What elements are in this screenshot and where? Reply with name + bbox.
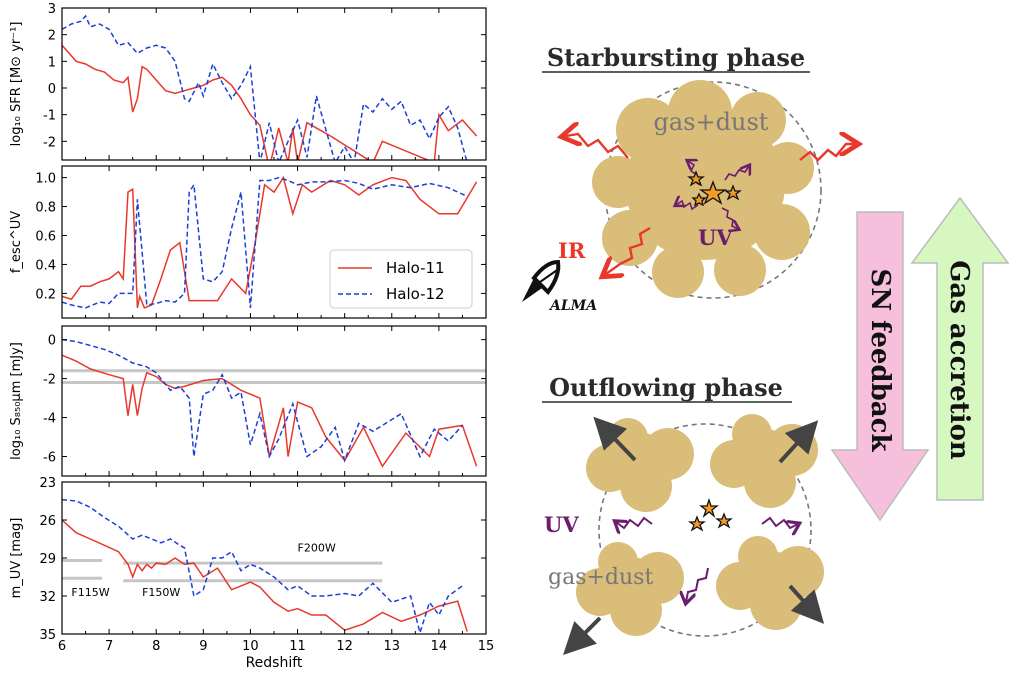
series-line-halo-12 [62,14,468,160]
outflow-arrows [563,416,825,655]
series-line-halo-12 [62,338,463,463]
outflow-gas-dust-label: gas+dust [548,565,653,590]
x-tick-label: 14 [431,639,448,654]
outflow-uv-arrows [616,516,798,602]
x-tick-label: 7 [105,639,113,654]
x-tick-label: 9 [199,639,207,654]
y-tick-label: -4 [43,412,56,427]
y-axis-label: log₁₀ SFR [M⊙ yr⁻¹] [9,22,24,147]
starburst-boundary [604,81,822,299]
y-axis-label: log₁₀ S₈₅₀µm [mJy] [9,342,24,460]
ir-label: IR [558,238,586,263]
starburst-uv-label: UV [698,225,733,250]
x-tick-label: 8 [152,639,160,654]
plot-frame [61,7,487,161]
series-line-halo-11 [62,44,478,160]
series-line-halo-11 [62,175,478,309]
filter-label: F115W [71,586,109,599]
sn-feedback-label: SN feedback [865,269,895,453]
x-tick-label: 13 [384,639,401,654]
series-line-halo-11 [62,519,468,632]
legend-entry: Halo-11 [386,259,445,277]
y-tick-label: 1 [48,55,56,70]
filter-label: F150W [142,586,180,599]
x-tick-label: 11 [289,639,306,654]
y-tick-label: -2 [43,135,56,150]
chart-panel-3: -6 -4 -2 0 log₁₀ S₈₅₀µm [mJy] [9,325,487,477]
filter-label: F200W [298,542,336,555]
y-tick-label: -6 [43,451,56,466]
x-tick-label: 15 [478,639,495,654]
y-tick-label: 2 [48,29,56,44]
x-tick-label: 12 [336,639,353,654]
chart-panel-1: -2 -1 0 1 2 3 log₁₀ SFR [M⊙ yr⁻¹] [9,2,487,161]
starburst-cloud [592,80,814,298]
y-tick-label: 29 [39,552,56,567]
y-tick-label: 0 [48,334,56,349]
stars [687,170,742,207]
alma-icon [522,259,561,302]
ir-arrows [566,134,854,274]
y-tick-label: 1.0 [35,172,56,187]
outflow-title: Outflowing phase [549,373,783,402]
y-tick-label: 0.6 [35,229,56,244]
y-tick-label: 23 [39,476,56,491]
y-axis-label: m_UV [mag] [9,518,24,599]
chart-panel-2: 0.2 0.4 0.6 0.8 1.0 f_esc^UV Halo-11 Halo-12 [9,165,487,319]
y-tick-label: 3 [48,2,56,17]
x-tick-label: 10 [242,639,259,654]
phase-schematic: Starbursting phase gas+dust UV IR ALMA O… [522,43,1009,655]
outflow-boundary [598,423,812,637]
starburst-gas-dust-label: gas+dust [654,108,769,136]
y-tick-label: 35 [39,628,56,643]
y-tick-label: 0.8 [35,201,56,216]
legend-entry: Halo-12 [386,285,445,303]
chart-panel-4: 23 26 29 32 35 m_UV [mag] F115W F150W F200W 6 7 8 9 1… [9,476,494,671]
alma-label: ALMA [548,298,597,314]
series-line-halo-11 [62,354,478,468]
outflow-stars [688,497,733,532]
y-tick-label: 0.4 [35,258,56,273]
y-tick-label: 26 [39,514,56,529]
y-tick-label: 32 [39,590,56,605]
y-tick-label: 0 [48,82,56,97]
gas-accretion-arrow [910,196,1009,501]
series-line-halo-12 [62,176,468,309]
y-tick-label: -1 [43,109,56,124]
outflow-uv-label: UV [544,512,579,537]
starburst-title: Starbursting phase [547,43,805,72]
gas-accretion-label: Gas accretion [944,260,974,460]
y-axis-label: f_esc^UV [9,211,24,273]
plot-frame [61,481,487,635]
y-tick-label: -2 [43,373,56,388]
sn-feedback-arrow [830,211,930,522]
y-tick-label: 0.2 [35,287,56,302]
series-line-halo-12 [62,498,463,634]
x-axis-label: Redshift [246,655,303,671]
x-tick-label: 6 [58,639,66,654]
